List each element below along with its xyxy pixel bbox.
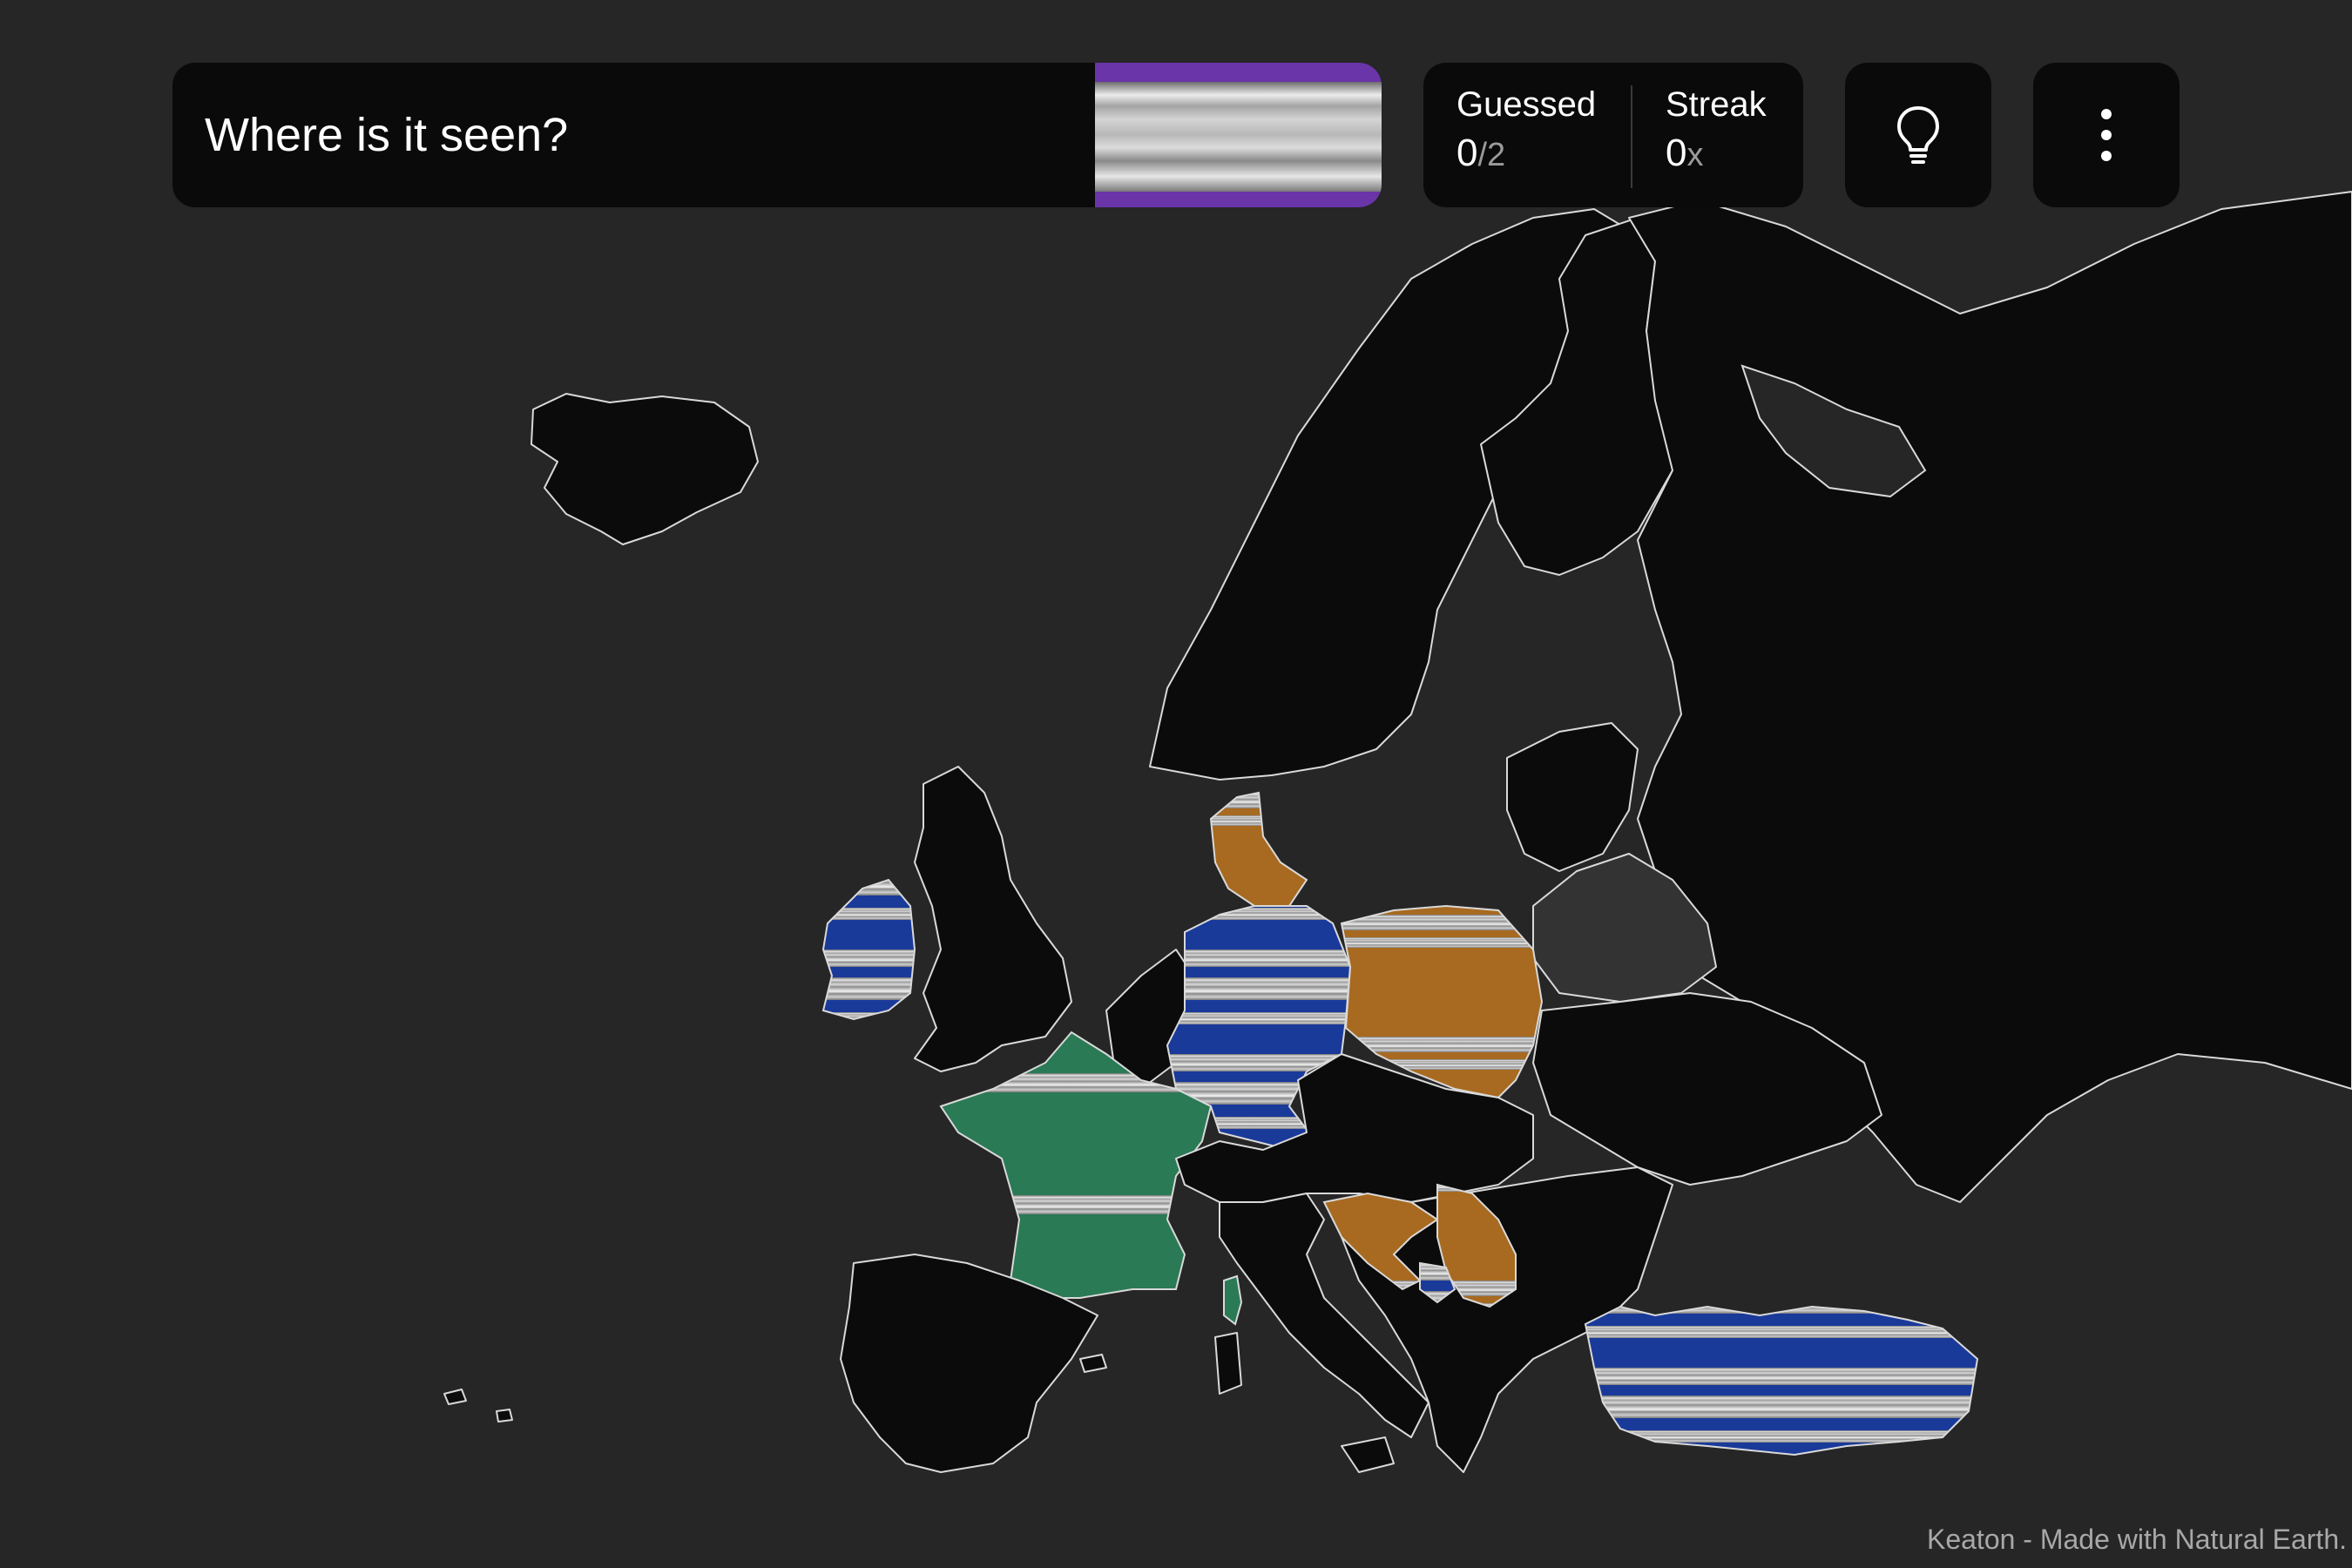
serbia[interactable] bbox=[1436, 1183, 1517, 1308]
lightbulb-icon bbox=[1897, 106, 1939, 164]
guessed-total: /2 bbox=[1477, 137, 1506, 173]
turkey[interactable] bbox=[1584, 1305, 1979, 1456]
kola-sea bbox=[1740, 364, 1927, 498]
denmark[interactable] bbox=[1209, 791, 1308, 907]
hint-button[interactable] bbox=[1845, 63, 1991, 207]
france[interactable] bbox=[939, 1031, 1213, 1299]
guessed-stat: Guessed 0/2 bbox=[1456, 85, 1596, 175]
iceland[interactable] bbox=[531, 393, 759, 545]
balkans[interactable] bbox=[1341, 1166, 1673, 1473]
more-vertical-icon bbox=[2101, 109, 2112, 161]
clue-image bbox=[1095, 63, 1382, 207]
stats-divider bbox=[1631, 85, 1632, 188]
great-britain[interactable] bbox=[914, 766, 1072, 1072]
baltics[interactable] bbox=[1506, 722, 1639, 872]
streak-label: Streak bbox=[1666, 85, 1767, 124]
question-panel: Where is it seen? bbox=[172, 63, 1382, 207]
streak-count: 0 bbox=[1666, 132, 1687, 174]
montenegro[interactable] bbox=[1419, 1261, 1456, 1304]
atlantic-islands bbox=[443, 1389, 513, 1423]
sicily[interactable] bbox=[1341, 1436, 1395, 1473]
ukraine[interactable] bbox=[1532, 992, 1882, 1186]
attribution-text: Keaton - Made with Natural Earth. bbox=[1926, 1524, 2347, 1555]
sardinia[interactable] bbox=[1214, 1332, 1242, 1395]
balearic-islands bbox=[1079, 1354, 1107, 1373]
guessed-value: 0/2 bbox=[1456, 132, 1596, 175]
guessed-count: 0 bbox=[1456, 132, 1478, 174]
menu-button[interactable] bbox=[2033, 63, 2180, 207]
italy[interactable] bbox=[1219, 1193, 1429, 1438]
streak-stat: Streak 0x bbox=[1666, 85, 1767, 175]
croatia[interactable] bbox=[1322, 1192, 1439, 1291]
ireland[interactable] bbox=[821, 878, 916, 1021]
poland[interactable] bbox=[1340, 904, 1544, 1099]
question-text: Where is it seen? bbox=[205, 109, 569, 161]
stats-panel: Guessed 0/2 Streak 0x bbox=[1423, 63, 1803, 207]
streak-value: 0x bbox=[1666, 132, 1767, 175]
guessed-label: Guessed bbox=[1456, 85, 1597, 124]
corsica[interactable] bbox=[1223, 1274, 1243, 1326]
iberia[interactable] bbox=[840, 1254, 1098, 1473]
belarus[interactable] bbox=[1532, 853, 1717, 1003]
streak-suffix: x bbox=[1686, 137, 1704, 173]
